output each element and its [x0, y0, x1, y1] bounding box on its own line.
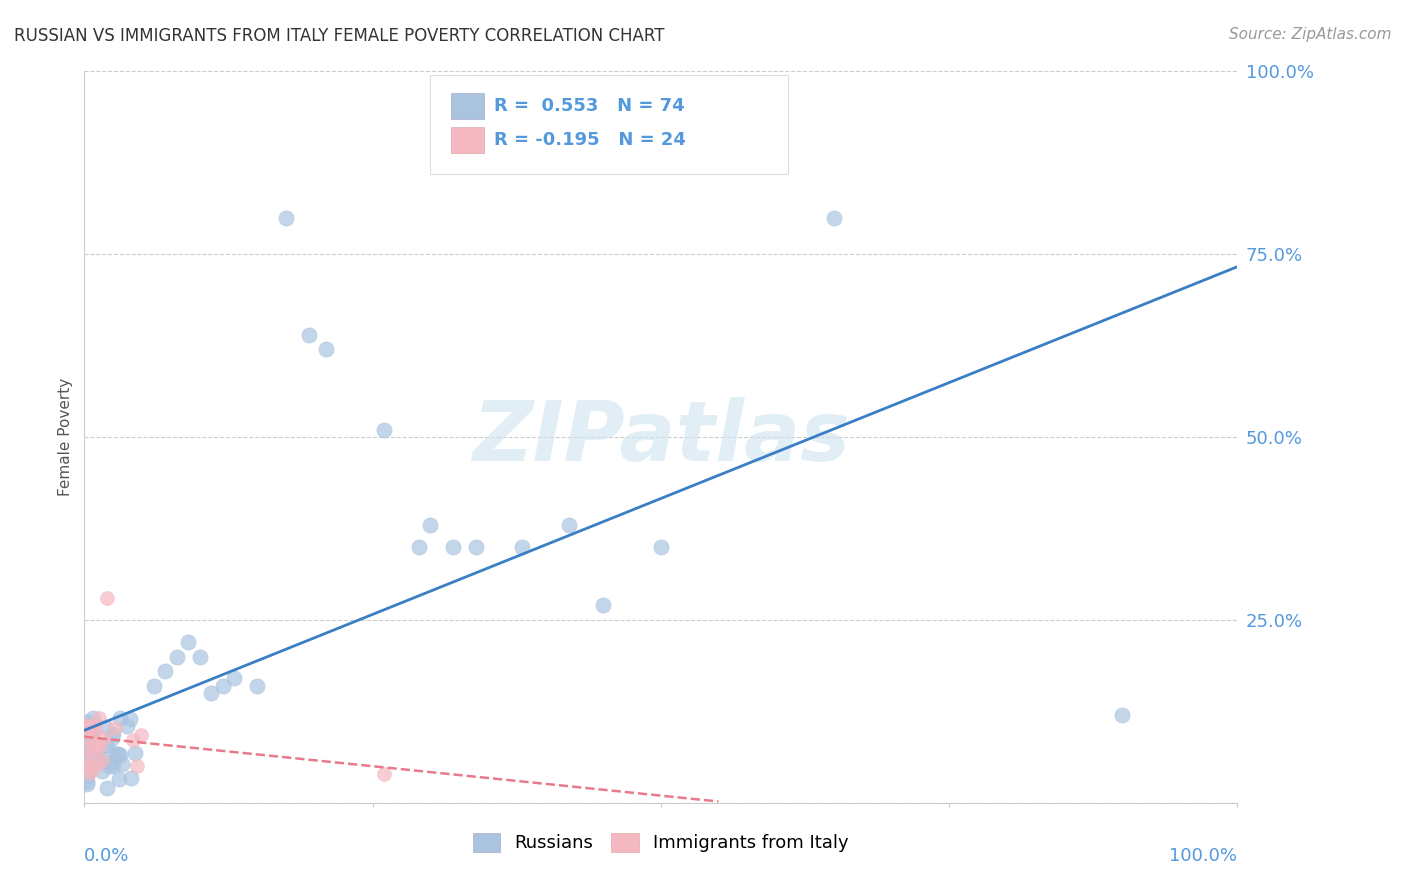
Point — [177, 635, 200, 649]
Point — [76, 759, 98, 773]
Text: ZIPatlas: ZIPatlas — [472, 397, 849, 477]
Point — [75, 743, 97, 757]
Point — [107, 772, 129, 786]
FancyBboxPatch shape — [430, 75, 787, 174]
Point — [75, 731, 97, 745]
Point — [96, 780, 118, 795]
Point — [79, 722, 101, 736]
Point — [76, 751, 98, 765]
Point — [101, 758, 124, 772]
Point — [76, 774, 98, 789]
Point — [75, 714, 97, 729]
Point — [76, 777, 98, 791]
Point — [124, 746, 146, 760]
Point — [80, 729, 103, 743]
Point — [80, 727, 103, 741]
Point — [246, 679, 269, 693]
Point — [131, 728, 153, 742]
Point — [83, 742, 105, 756]
Point — [83, 723, 105, 738]
Point — [419, 517, 441, 532]
Point — [111, 757, 134, 772]
Legend: Russians, Immigrants from Italy: Russians, Immigrants from Italy — [465, 826, 856, 860]
Point — [373, 766, 395, 780]
Text: R = -0.195   N = 24: R = -0.195 N = 24 — [494, 131, 686, 149]
Point — [441, 540, 464, 554]
Point — [650, 540, 672, 554]
Point — [465, 540, 488, 554]
Point — [77, 753, 100, 767]
Point — [89, 750, 111, 764]
Point — [97, 759, 120, 773]
Y-axis label: Female Poverty: Female Poverty — [58, 378, 73, 496]
Point — [512, 540, 534, 554]
Point — [75, 719, 97, 733]
Point — [84, 754, 107, 768]
Point — [101, 727, 124, 741]
Point — [87, 756, 110, 770]
Point — [82, 711, 104, 725]
Point — [98, 743, 121, 757]
Point — [83, 750, 105, 764]
Point — [79, 733, 101, 747]
Point — [87, 756, 110, 771]
Point — [80, 751, 103, 765]
Point — [96, 738, 118, 752]
Text: R =  0.553   N = 74: R = 0.553 N = 74 — [494, 96, 685, 115]
Point — [142, 679, 165, 693]
Point — [77, 731, 100, 746]
Point — [87, 711, 110, 725]
Point — [75, 747, 97, 762]
Point — [120, 771, 142, 785]
Point — [224, 672, 246, 686]
Point — [76, 768, 98, 782]
Point — [592, 599, 614, 613]
Point — [108, 710, 131, 724]
Point — [96, 591, 118, 605]
Point — [315, 343, 337, 357]
Point — [91, 764, 114, 778]
Text: 0.0%: 0.0% — [84, 847, 129, 864]
Point — [408, 540, 430, 554]
Point — [188, 649, 211, 664]
Point — [82, 764, 104, 778]
Point — [80, 758, 103, 772]
Point — [120, 712, 142, 726]
Point — [122, 732, 145, 747]
Point — [104, 721, 127, 735]
Point — [166, 649, 188, 664]
Point — [84, 735, 107, 749]
Point — [298, 327, 321, 342]
Point — [557, 517, 579, 532]
Point — [101, 731, 124, 746]
Point — [84, 718, 107, 732]
Point — [77, 741, 100, 756]
Point — [77, 766, 100, 780]
Point — [108, 747, 131, 762]
Point — [1111, 708, 1133, 723]
Point — [94, 720, 117, 734]
Text: Source: ZipAtlas.com: Source: ZipAtlas.com — [1229, 27, 1392, 42]
FancyBboxPatch shape — [451, 127, 485, 153]
Point — [93, 731, 115, 745]
Point — [89, 739, 111, 754]
Point — [125, 759, 148, 773]
Point — [200, 686, 222, 700]
Point — [211, 679, 233, 693]
Point — [276, 211, 298, 225]
Point — [115, 719, 138, 733]
Point — [107, 747, 129, 762]
Point — [107, 747, 129, 761]
Point — [75, 718, 97, 732]
Point — [91, 754, 114, 768]
FancyBboxPatch shape — [451, 93, 485, 119]
Point — [98, 756, 121, 770]
Point — [153, 664, 176, 678]
Point — [373, 423, 395, 437]
Text: RUSSIAN VS IMMIGRANTS FROM ITALY FEMALE POVERTY CORRELATION CHART: RUSSIAN VS IMMIGRANTS FROM ITALY FEMALE … — [14, 27, 665, 45]
Point — [77, 735, 100, 749]
Point — [79, 729, 101, 743]
Text: 100.0%: 100.0% — [1170, 847, 1237, 864]
Point — [823, 211, 845, 225]
